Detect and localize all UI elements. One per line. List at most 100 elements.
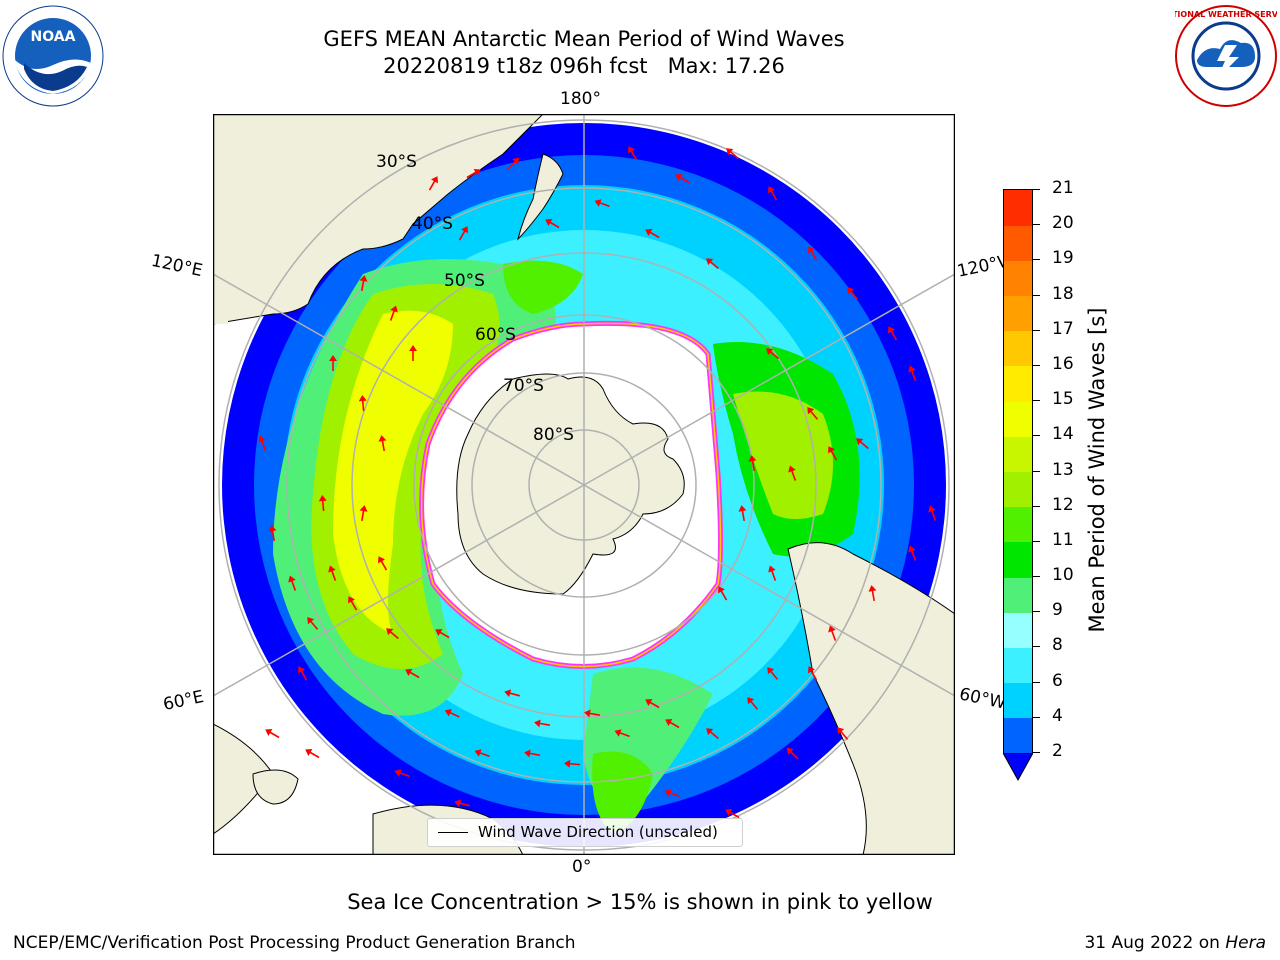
colorbar-tick bbox=[1033, 611, 1040, 613]
colorbar-tick-label: 6 bbox=[1052, 670, 1063, 691]
colorbar-tick bbox=[1033, 681, 1040, 683]
sea-ice-edge-inner bbox=[420, 322, 722, 668]
colorbar-segment bbox=[1004, 506, 1032, 543]
wind-wave-arrow bbox=[328, 565, 337, 581]
wind-wave-arrow bbox=[868, 585, 877, 602]
region-period-11-12-north bbox=[503, 260, 583, 314]
svg-text:NATIONAL WEATHER SERVICE: NATIONAL WEATHER SERVICE bbox=[1175, 10, 1277, 19]
wind-wave-arrow bbox=[718, 586, 728, 601]
map-legend: Wind Wave Direction (unscaled) bbox=[427, 818, 743, 847]
footer-host: Hera bbox=[1225, 933, 1266, 953]
lon-label-120e: 120°E bbox=[149, 250, 205, 282]
colorbar-tick-label: 2 bbox=[1052, 741, 1063, 761]
colorbar-segment bbox=[1004, 647, 1032, 684]
wind-wave-arrow bbox=[837, 727, 849, 740]
wind-wave-arrow bbox=[359, 275, 368, 292]
colorbar-tick bbox=[1033, 752, 1040, 753]
colorbar-segment bbox=[1004, 612, 1032, 648]
colorbar-segment bbox=[1004, 260, 1032, 297]
wind-wave-arrow bbox=[318, 495, 327, 512]
footer-date: 31 Aug 2022 on Hera bbox=[1084, 933, 1266, 953]
lat-label-30s: 30°S bbox=[376, 152, 417, 172]
noaa-logo-text: NOAA bbox=[31, 29, 76, 45]
wind-wave-arrows bbox=[258, 146, 937, 819]
antarctica bbox=[456, 373, 685, 595]
land-madagascar bbox=[252, 769, 299, 805]
wind-wave-arrow bbox=[828, 625, 837, 641]
colorbar-extend-triangle bbox=[1003, 753, 1033, 781]
lon-label-60w: 60°W bbox=[957, 684, 1008, 714]
colorbar-tick bbox=[1033, 716, 1040, 718]
wind-wave-arrow bbox=[888, 326, 898, 341]
wind-wave-arrow bbox=[534, 719, 551, 728]
colorbar-tick bbox=[1033, 505, 1040, 507]
wind-wave-arrow bbox=[788, 465, 797, 481]
colorbar-tick-label: 11 bbox=[1052, 529, 1074, 550]
lat-label-80s: 80°S bbox=[533, 425, 574, 445]
wind-wave-arrow bbox=[766, 348, 779, 360]
colorbar-tick bbox=[1033, 259, 1040, 261]
colorbar-segment bbox=[1004, 365, 1032, 402]
lon-label-180: 180° bbox=[560, 89, 601, 109]
footer-date-text: 31 Aug 2022 on bbox=[1084, 933, 1226, 953]
wind-wave-arrow bbox=[665, 719, 680, 729]
colorbar-segment bbox=[1004, 471, 1032, 508]
colorbar-tick-label: 15 bbox=[1052, 389, 1074, 410]
colorbar bbox=[1003, 189, 1033, 754]
lon-label-60e: 60°E bbox=[161, 686, 206, 716]
wind-wave-arrow bbox=[268, 525, 277, 542]
colorbar-tick bbox=[1033, 435, 1040, 437]
colorbar-tick bbox=[1033, 470, 1040, 472]
wind-wave-arrow bbox=[545, 219, 560, 229]
noaa-logo: NOAA bbox=[2, 5, 104, 107]
colorbar-tick bbox=[1033, 646, 1040, 648]
nws-logo: NATIONAL WEATHER SERVICE bbox=[1160, 5, 1280, 107]
wind-wave-arrow bbox=[828, 446, 838, 461]
colorbar-tick-label: 13 bbox=[1052, 459, 1074, 480]
colorbar-tick-label: 18 bbox=[1052, 283, 1074, 304]
colorbar-tick bbox=[1033, 540, 1040, 542]
lat-label-50s: 50°S bbox=[444, 271, 485, 291]
colorbar-segment bbox=[1004, 401, 1032, 437]
wind-wave-arrow bbox=[378, 435, 387, 452]
colorbar-segment bbox=[1004, 295, 1032, 332]
title-line-1: GEFS MEAN Antarctic Mean Period of Wind … bbox=[323, 27, 845, 51]
lat-label-60s: 60°S bbox=[475, 325, 516, 345]
wind-wave-arrow bbox=[614, 729, 630, 738]
legend-label: Wind Wave Direction (unscaled) bbox=[478, 823, 718, 841]
colorbar-tick-label: 21 bbox=[1052, 178, 1074, 198]
colorbar-segment bbox=[1004, 190, 1032, 226]
colorbar-tick-label: 19 bbox=[1052, 248, 1074, 269]
colorbar-segment bbox=[1004, 682, 1032, 719]
wind-wave-arrow bbox=[645, 229, 660, 239]
colorbar-tick-label: 17 bbox=[1052, 318, 1074, 339]
land-new-zealand bbox=[517, 153, 564, 241]
wind-wave-arrow bbox=[458, 226, 468, 241]
lat-label-40s: 40°S bbox=[412, 214, 453, 234]
meridian-60e-120w bbox=[213, 273, 955, 697]
colorbar-tick-label: 10 bbox=[1052, 565, 1074, 586]
wind-wave-arrow bbox=[726, 148, 739, 160]
wind-wave-arrow bbox=[908, 545, 917, 561]
footer-credit: NCEP/EMC/Verification Post Processing Pr… bbox=[13, 933, 576, 953]
colorbar-tick-label: 8 bbox=[1052, 635, 1063, 656]
map-frame bbox=[212, 113, 956, 856]
colorbar-segment bbox=[1004, 577, 1032, 613]
lon-label-0: 0° bbox=[572, 857, 592, 877]
wind-wave-arrow bbox=[706, 258, 719, 270]
colorbar-tick-label: 16 bbox=[1052, 353, 1074, 374]
colorbar-tick bbox=[1033, 364, 1040, 366]
wind-wave-arrow bbox=[389, 305, 398, 321]
colorbar-segment bbox=[1004, 717, 1032, 754]
wind-wave-arrow bbox=[584, 709, 601, 718]
colorbar-tick bbox=[1033, 576, 1040, 578]
polar-map: 30°S 40°S 50°S 60°S 70°S 80°S bbox=[212, 113, 956, 856]
wind-wave-arrow bbox=[504, 689, 520, 698]
wind-wave-arrow bbox=[409, 345, 417, 361]
graticule bbox=[213, 114, 955, 855]
colorbar-segment bbox=[1004, 225, 1032, 261]
wind-wave-arrow bbox=[645, 699, 660, 709]
colorbar-tick bbox=[1033, 224, 1040, 226]
colorbar-tick-label: 12 bbox=[1052, 494, 1074, 515]
wind-wave-arrow bbox=[628, 146, 638, 161]
